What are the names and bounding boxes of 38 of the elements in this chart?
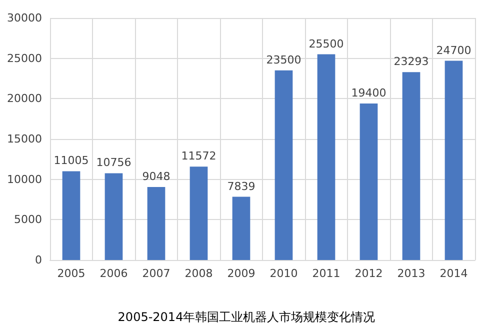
x-tick-label: 2012 xyxy=(354,267,383,280)
x-tick-label: 2014 xyxy=(440,267,468,280)
bar xyxy=(402,72,420,260)
data-label: 10756 xyxy=(96,156,132,170)
x-tick-label: 2009 xyxy=(227,267,256,280)
bar xyxy=(360,104,378,260)
data-label: 11005 xyxy=(54,154,89,168)
data-label: 7839 xyxy=(227,180,256,193)
x-tick-label: 2008 xyxy=(184,267,213,280)
bar xyxy=(274,70,293,260)
data-label: 11572 xyxy=(181,150,216,163)
bar xyxy=(104,173,123,260)
y-tick-label: 30000 xyxy=(7,12,42,24)
data-label: 23500 xyxy=(266,53,302,66)
bar xyxy=(232,196,250,260)
bar xyxy=(190,166,208,260)
y-tick-label: 10000 xyxy=(7,172,42,186)
y-tick-label: 5000 xyxy=(14,213,42,226)
data-label: 23293 xyxy=(394,55,429,68)
data-label: 25500 xyxy=(308,37,344,50)
y-tick-label: 25000 xyxy=(7,52,42,65)
x-tick-label: 2011 xyxy=(312,267,340,280)
x-tick-label: 2005 xyxy=(57,267,86,280)
text: 2005-2014年韩国工业机器人市场规模变化情况 xyxy=(118,310,376,324)
bar xyxy=(317,54,336,260)
y-tick-label: 0 xyxy=(35,254,42,266)
x-tick-label: 2010 xyxy=(270,267,298,280)
data-label: 9048 xyxy=(142,170,170,184)
bar xyxy=(62,171,80,260)
bar xyxy=(444,60,463,260)
x-tick-label: 2013 xyxy=(397,267,426,280)
data-label: 24700 xyxy=(436,44,472,57)
data-label: 19400 xyxy=(351,86,386,100)
x-tick-label: 2007 xyxy=(142,267,170,280)
x-tick-label: 2006 xyxy=(100,267,128,280)
y-tick-label: 20000 xyxy=(7,92,42,106)
y-tick-label: 15000 xyxy=(7,132,42,146)
bar xyxy=(147,187,166,260)
